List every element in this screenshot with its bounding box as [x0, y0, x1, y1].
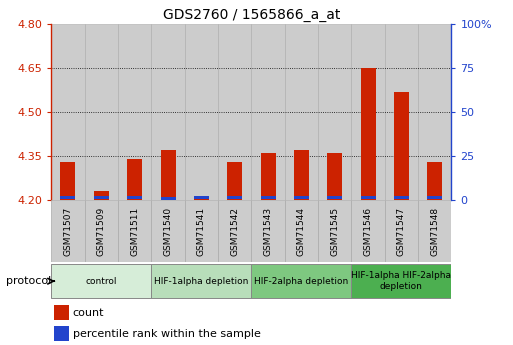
Text: GSM71545: GSM71545 — [330, 207, 339, 256]
Bar — [318, 200, 351, 262]
Bar — [351, 24, 385, 200]
Bar — [261, 196, 275, 199]
Title: GDS2760 / 1565866_a_at: GDS2760 / 1565866_a_at — [163, 8, 340, 22]
Text: GSM71544: GSM71544 — [297, 207, 306, 256]
Text: HIF-2alpha depletion: HIF-2alpha depletion — [254, 277, 348, 286]
Bar — [94, 196, 109, 199]
Bar — [385, 200, 418, 262]
Bar — [194, 197, 209, 200]
Bar — [161, 150, 175, 200]
Text: GSM71509: GSM71509 — [97, 207, 106, 256]
Text: GSM71507: GSM71507 — [64, 207, 72, 256]
Text: HIF-1alpha HIF-2alpha
depletion: HIF-1alpha HIF-2alpha depletion — [351, 272, 451, 291]
Text: percentile rank within the sample: percentile rank within the sample — [73, 329, 261, 339]
Bar — [185, 24, 218, 200]
Bar — [361, 196, 376, 199]
Bar — [261, 153, 275, 200]
Bar — [427, 196, 442, 199]
Bar — [418, 200, 451, 262]
Bar — [127, 196, 142, 199]
Bar — [285, 200, 318, 262]
Bar — [85, 24, 118, 200]
Bar — [118, 24, 151, 200]
Bar — [251, 200, 285, 262]
Bar — [427, 162, 442, 200]
Bar — [94, 191, 109, 200]
Bar — [327, 153, 342, 200]
Text: protocol: protocol — [6, 276, 51, 286]
Bar — [294, 150, 309, 200]
Bar — [151, 200, 185, 262]
Bar — [51, 264, 151, 298]
Bar — [351, 200, 385, 262]
Bar — [285, 24, 318, 200]
Bar — [351, 264, 451, 298]
Bar — [418, 24, 451, 200]
Bar — [218, 200, 251, 262]
Text: GSM71542: GSM71542 — [230, 207, 239, 256]
Bar — [61, 162, 75, 200]
Bar — [394, 91, 409, 200]
Text: GSM71540: GSM71540 — [164, 207, 172, 256]
Bar — [118, 200, 151, 262]
Bar — [151, 24, 185, 200]
Bar — [51, 200, 85, 262]
Bar — [218, 24, 251, 200]
Bar — [251, 264, 351, 298]
Bar — [161, 197, 175, 199]
Bar — [85, 200, 118, 262]
Text: GSM71548: GSM71548 — [430, 207, 439, 256]
Bar — [394, 196, 409, 199]
Bar — [227, 196, 242, 199]
Bar — [385, 24, 418, 200]
Bar — [318, 24, 351, 200]
Text: count: count — [73, 308, 104, 318]
Text: control: control — [86, 277, 117, 286]
Text: GSM71547: GSM71547 — [397, 207, 406, 256]
Bar — [54, 305, 69, 320]
Bar — [151, 264, 251, 298]
Bar — [127, 159, 142, 200]
Bar — [361, 68, 376, 200]
Bar — [227, 162, 242, 200]
Text: GSM71511: GSM71511 — [130, 207, 139, 256]
Text: HIF-1alpha depletion: HIF-1alpha depletion — [154, 277, 248, 286]
Bar — [54, 326, 69, 342]
Bar — [51, 24, 85, 200]
Bar — [185, 200, 218, 262]
Bar — [61, 196, 75, 199]
Bar — [327, 196, 342, 199]
Text: GSM71546: GSM71546 — [364, 207, 372, 256]
Bar — [194, 196, 209, 199]
Bar — [251, 24, 285, 200]
Text: GSM71541: GSM71541 — [197, 207, 206, 256]
Text: GSM71543: GSM71543 — [264, 207, 272, 256]
Bar — [294, 196, 309, 199]
